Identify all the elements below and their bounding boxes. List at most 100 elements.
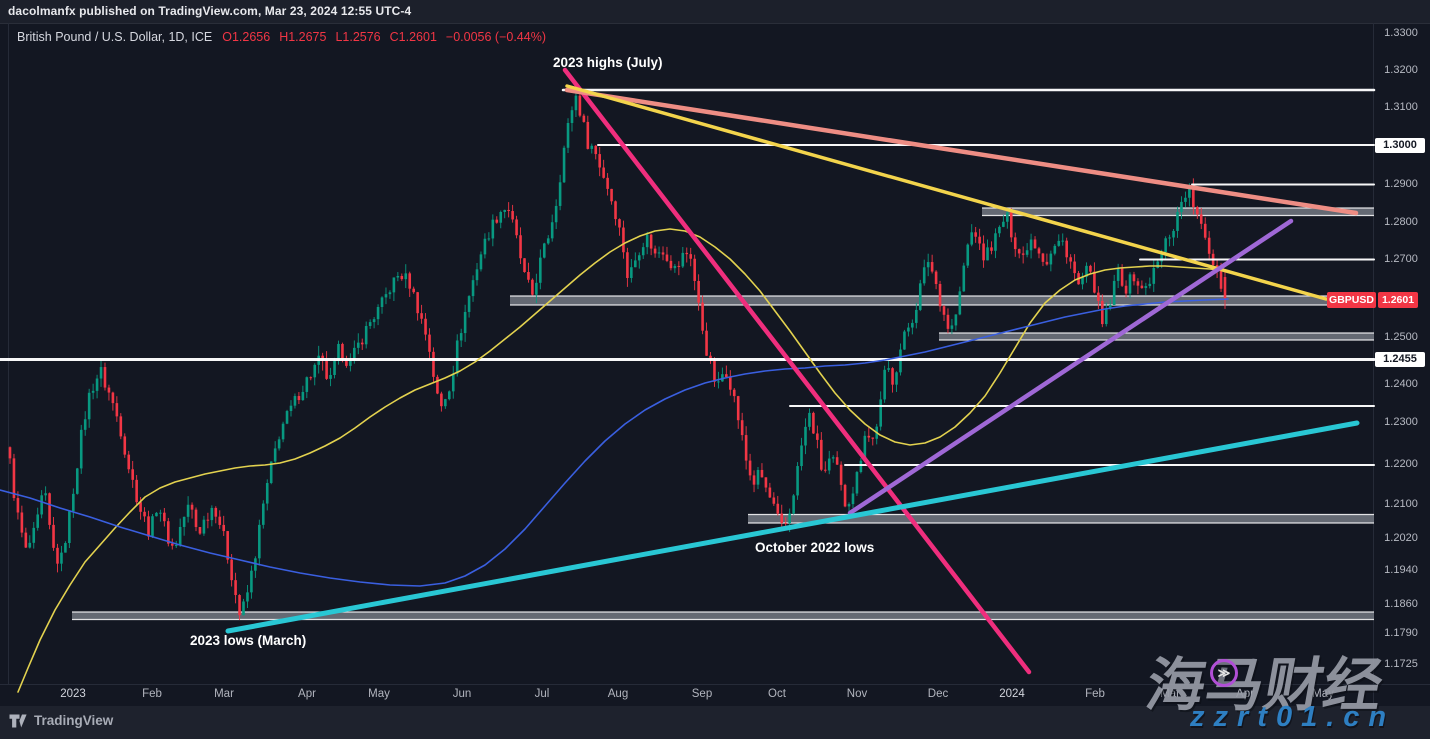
candle-body <box>614 201 617 220</box>
candle-body <box>1081 276 1084 285</box>
candle-body <box>467 296 471 312</box>
candle-body <box>388 292 392 295</box>
candle-body <box>998 226 1001 234</box>
candle-body <box>503 209 507 212</box>
zone-1.1840[interactable] <box>72 611 1374 621</box>
candlestick-series[interactable] <box>8 87 1227 620</box>
candle-body <box>895 372 898 385</box>
zone-1.2600[interactable] <box>510 295 1374 306</box>
candle-body <box>744 435 748 461</box>
trendline-cyan[interactable] <box>225 420 1360 634</box>
candle-body <box>994 233 997 251</box>
time-axis-label: Jun <box>452 688 472 700</box>
annotation-2023-highs[interactable]: 2023 highs (July) <box>553 55 663 70</box>
trendline-purple[interactable] <box>847 218 1294 516</box>
candle-body <box>570 110 574 123</box>
candle-body <box>182 516 186 527</box>
candle-body <box>83 419 87 430</box>
candle-body <box>487 238 491 240</box>
candle-body <box>400 275 404 280</box>
candle-body <box>531 279 534 295</box>
candle-body <box>705 330 708 356</box>
trendline-yellow[interactable] <box>565 84 1328 301</box>
candle-body <box>812 412 815 434</box>
candle-body <box>550 222 554 239</box>
trendline-pink-steep[interactable] <box>562 67 1032 675</box>
candle-body <box>990 247 993 251</box>
candle-body <box>681 252 685 267</box>
trendline-salmon[interactable] <box>564 87 1359 216</box>
candle-body <box>820 439 823 470</box>
footer-bar <box>0 706 1430 739</box>
candle-body <box>60 552 63 564</box>
candle-body <box>610 188 613 202</box>
candle-body <box>234 580 237 596</box>
candle-body <box>1172 230 1175 238</box>
candle-body <box>978 236 981 244</box>
candle-body <box>717 381 720 383</box>
annotation-2023-lows[interactable]: 2023 lows (March) <box>190 633 307 648</box>
price-axis-label: 1.2900 <box>1384 178 1418 190</box>
candle-body <box>440 393 443 407</box>
time-axis-label: 2024 <box>999 688 1025 700</box>
supply-demand-zones <box>72 207 1374 621</box>
symbol-title[interactable]: British Pound / U.S. Dollar, 1D, ICE <box>17 30 213 44</box>
candle-body <box>542 243 546 258</box>
candle-body <box>416 292 419 314</box>
candle-body <box>206 519 210 521</box>
candle-body <box>823 469 827 471</box>
candle-body <box>915 309 918 323</box>
candle-body <box>622 227 625 253</box>
candle-body <box>254 558 257 571</box>
candle-body <box>574 95 578 111</box>
price-axis-label: 1.1860 <box>1384 598 1418 610</box>
candle-body <box>1021 253 1025 255</box>
candle-body <box>1223 277 1227 300</box>
candle-body <box>1188 187 1191 198</box>
candle-body <box>851 493 855 505</box>
candle-body <box>1148 283 1152 287</box>
candle-body <box>626 252 629 278</box>
candle-body <box>463 311 467 334</box>
candle-body <box>444 399 447 407</box>
candle-body <box>788 513 791 524</box>
candle-body <box>174 545 178 547</box>
candle-body <box>499 211 503 223</box>
candle-body <box>396 275 400 278</box>
candle-body <box>40 495 43 515</box>
candle-body <box>804 426 807 446</box>
ma-blue <box>0 298 1229 587</box>
candle-body <box>127 454 131 470</box>
tradingview-icon <box>9 714 27 727</box>
tradingview-logo[interactable]: TradingView <box>9 713 113 728</box>
candle-body <box>641 247 645 256</box>
candle-body <box>341 343 344 359</box>
candle-body <box>958 291 962 315</box>
candle-body <box>384 294 388 298</box>
candle-body <box>345 358 348 366</box>
candle-body <box>186 504 190 517</box>
candle-body <box>1160 252 1163 262</box>
ohlc-change: −0.0056 (−0.44%) <box>445 30 546 44</box>
candle-body <box>123 436 127 455</box>
candle-body <box>1045 261 1049 265</box>
candle-body <box>68 511 71 543</box>
time-axis-label: May <box>1312 688 1334 700</box>
candle-body <box>103 367 107 388</box>
price-axis-label: 1.3100 <box>1384 101 1418 113</box>
candle-body <box>697 280 700 303</box>
candle-body <box>816 433 819 440</box>
candle-body <box>748 460 752 476</box>
candle-body <box>479 254 483 270</box>
annotation-oct-2022-lows[interactable]: October 2022 lows <box>755 540 875 555</box>
candle-body <box>918 283 922 310</box>
candle-body <box>135 479 138 503</box>
candle-body <box>800 445 803 467</box>
candle-body <box>447 391 451 400</box>
candle-body <box>523 258 526 273</box>
candle-body <box>1104 308 1108 325</box>
candle-body <box>91 390 95 393</box>
candle-body <box>12 458 16 499</box>
zone-1.2515[interactable] <box>939 332 1374 341</box>
